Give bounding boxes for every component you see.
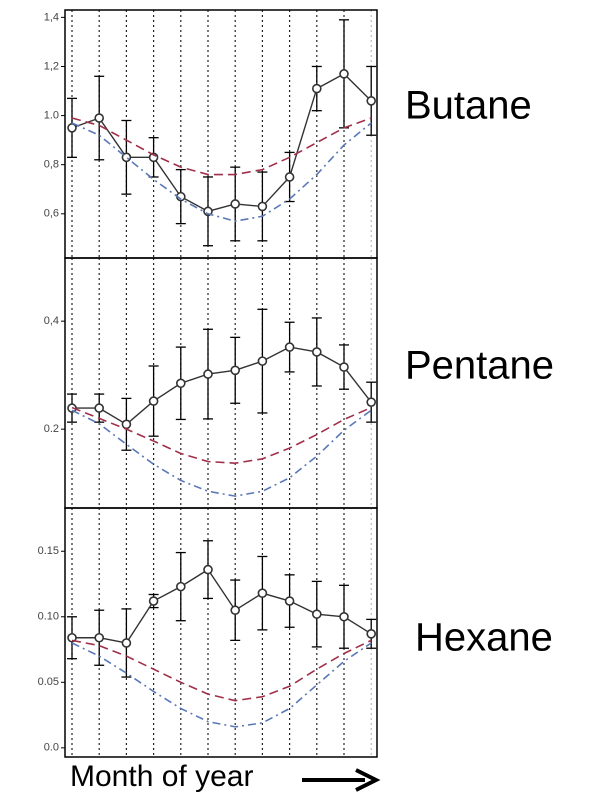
panel-frame	[64, 257, 378, 509]
y-tick-label: 0.0	[44, 742, 59, 754]
data-point	[339, 611, 349, 622]
data-point	[366, 96, 377, 106]
data-point	[148, 596, 159, 606]
data-point	[284, 596, 295, 606]
model-line	[71, 642, 372, 728]
y-tick-label: 1,2	[44, 60, 59, 72]
species-label: Butane	[405, 84, 532, 128]
data-line	[72, 568, 372, 644]
y-tick-label: 0.15	[38, 545, 59, 557]
data-point	[94, 403, 104, 413]
data-point	[230, 199, 240, 209]
data-point	[230, 365, 240, 376]
y-tick-label: 0,8	[44, 159, 59, 171]
data-point	[203, 369, 213, 379]
data-point	[67, 632, 77, 643]
data-point	[366, 629, 377, 639]
data-point	[339, 362, 349, 372]
data-point	[311, 347, 322, 357]
y-tick-label: 0.10	[38, 611, 59, 623]
data-point	[176, 378, 186, 389]
data-line	[71, 72, 372, 213]
model-line	[71, 409, 372, 497]
y-tick-label: 0.05	[38, 676, 59, 688]
x-axis-label: Month of year	[70, 760, 253, 793]
data-point	[176, 581, 186, 592]
y-tick-label: 1.0	[44, 109, 59, 121]
data-point	[257, 588, 268, 598]
y-tick-label: 1,4	[44, 11, 59, 23]
y-tick-label: 0,6	[44, 208, 59, 220]
y-tick-label: 0,4	[44, 315, 59, 327]
model-line	[71, 117, 372, 176]
data-point	[203, 564, 213, 575]
model-line	[71, 122, 372, 222]
data-point	[121, 419, 132, 430]
data-line	[72, 346, 372, 426]
arrow	[302, 768, 381, 792]
species-label: Pentane	[405, 344, 554, 388]
model-line	[71, 639, 372, 702]
data-point	[284, 172, 295, 182]
data-point	[339, 69, 349, 79]
model-line	[71, 406, 372, 464]
data-point	[257, 356, 268, 366]
panel-frame	[64, 507, 378, 758]
arrow-head	[355, 768, 381, 792]
data-point	[94, 113, 104, 123]
data-point	[148, 396, 159, 406]
data-point	[311, 83, 322, 94]
data-point	[366, 397, 377, 407]
panel-frame	[64, 9, 378, 259]
data-point	[230, 605, 240, 616]
data-point	[257, 201, 268, 212]
data-point	[67, 123, 77, 133]
data-point	[121, 638, 132, 648]
data-point	[94, 632, 104, 643]
data-point	[311, 609, 322, 619]
species-label: Hexane	[415, 616, 553, 660]
y-tick-label: 0.2	[44, 423, 59, 435]
data-point	[284, 342, 295, 352]
